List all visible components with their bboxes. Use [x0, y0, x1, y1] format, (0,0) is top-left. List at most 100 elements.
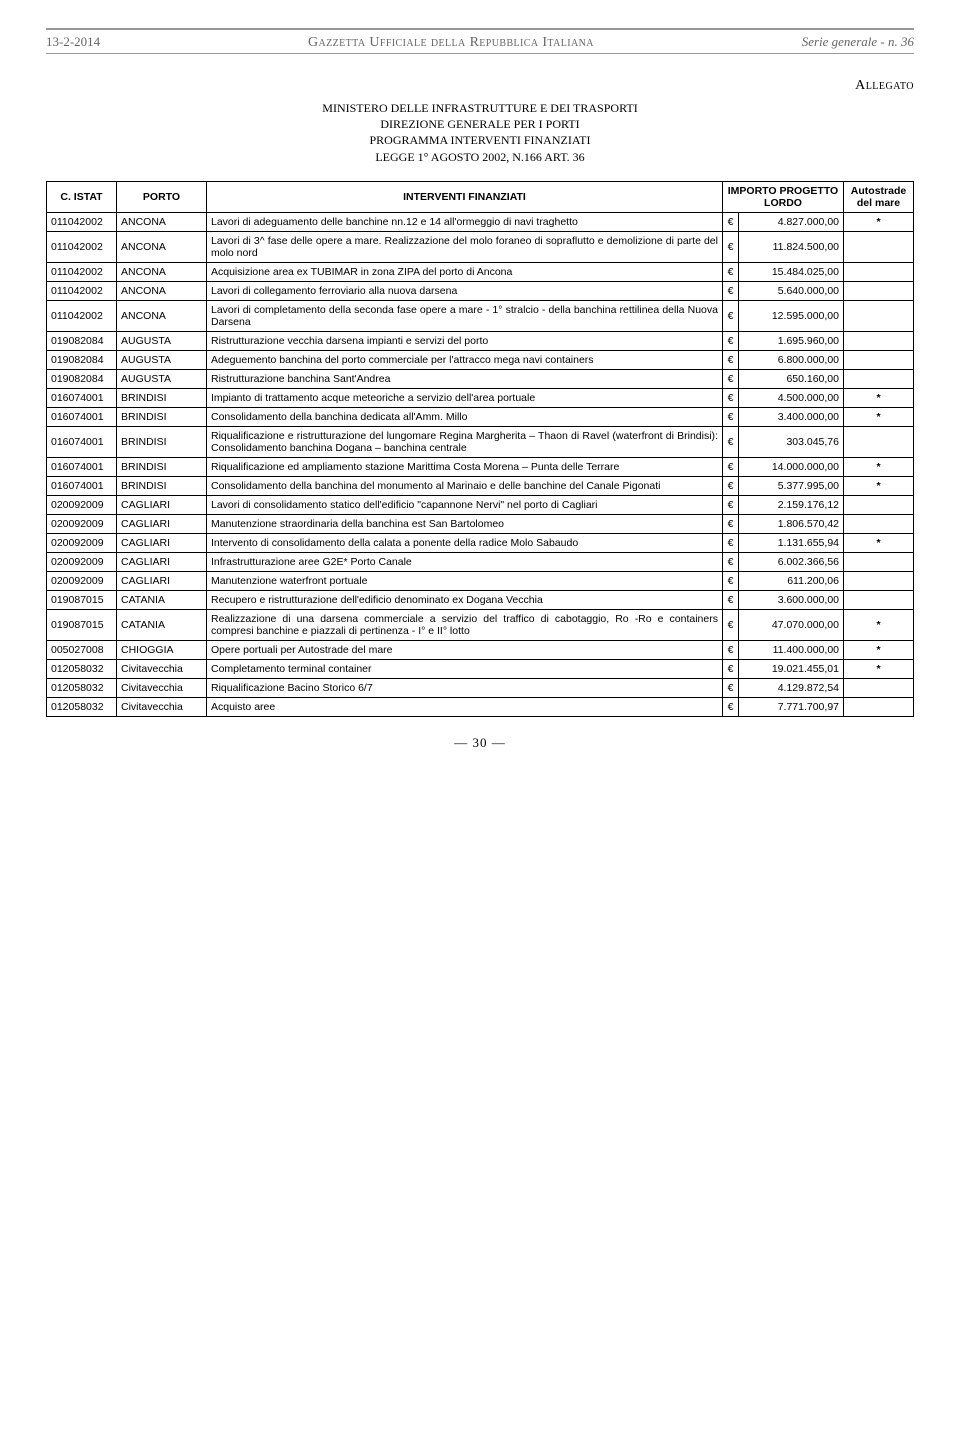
cell-porto: BRINDISI [117, 388, 207, 407]
cell-autostrade: * [844, 640, 914, 659]
cell-autostrade [844, 552, 914, 571]
cell-desc: Manutenzione straordinaria della banchin… [207, 514, 723, 533]
table-row: 020092009CAGLIARIManutenzione straordina… [47, 514, 914, 533]
cell-autostrade: * [844, 609, 914, 640]
cell-currency: € [722, 281, 738, 300]
cell-amount: 3.600.000,00 [738, 590, 843, 609]
cell-amount: 1.695.960,00 [738, 331, 843, 350]
interventi-table: C. ISTAT PORTO INTERVENTI FINANZIATI IMP… [46, 181, 914, 717]
cell-amount: 4.129.872,54 [738, 678, 843, 697]
allegato-label: Allegato [46, 78, 914, 94]
cell-desc: Recupero e ristrutturazione dell'edifici… [207, 590, 723, 609]
table-row: 016074001BRINDISIImpianto di trattamento… [47, 388, 914, 407]
cell-currency: € [722, 495, 738, 514]
cell-porto: CAGLIARI [117, 533, 207, 552]
table-row: 019082084AUGUSTAAdeguemento banchina del… [47, 350, 914, 369]
cell-istat: 011042002 [47, 262, 117, 281]
cell-desc: Lavori di adeguamento delle banchine nn.… [207, 212, 723, 231]
cell-porto: ANCONA [117, 231, 207, 262]
cell-amount: 5.377.995,00 [738, 476, 843, 495]
cell-currency: € [722, 476, 738, 495]
cell-istat: 016074001 [47, 407, 117, 426]
cell-porto: CATANIA [117, 590, 207, 609]
table-row: 011042002ANCONALavori di adeguamento del… [47, 212, 914, 231]
cell-istat: 016074001 [47, 476, 117, 495]
cell-currency: € [722, 609, 738, 640]
cell-autostrade [844, 514, 914, 533]
cell-porto: ANCONA [117, 262, 207, 281]
cell-desc: Acquisto aree [207, 697, 723, 716]
table-row: 020092009CAGLIARIInfrastrutturazione are… [47, 552, 914, 571]
cell-desc: Riqualificazione Bacino Storico 6/7 [207, 678, 723, 697]
table-header-row: C. ISTAT PORTO INTERVENTI FINANZIATI IMP… [47, 181, 914, 212]
cell-istat: 011042002 [47, 231, 117, 262]
table-row: 019082084AUGUSTARistrutturazione banchin… [47, 369, 914, 388]
title-line-2: DIREZIONE GENERALE PER I PORTI [46, 116, 914, 132]
cell-desc: Lavori di completamento della seconda fa… [207, 300, 723, 331]
cell-amount: 15.484.025,00 [738, 262, 843, 281]
cell-currency: € [722, 533, 738, 552]
cell-amount: 11.400.000,00 [738, 640, 843, 659]
cell-amount: 1.131.655,94 [738, 533, 843, 552]
table-row: 016074001BRINDISIConsolidamento della ba… [47, 476, 914, 495]
cell-amount: 1.806.570,42 [738, 514, 843, 533]
cell-istat: 016074001 [47, 457, 117, 476]
cell-porto: CAGLIARI [117, 552, 207, 571]
col-interventi: INTERVENTI FINANZIATI [207, 181, 723, 212]
page-header: 13-2-2014 Gazzetta Ufficiale della Repub… [46, 34, 914, 54]
cell-desc: Lavori di collegamento ferroviario alla … [207, 281, 723, 300]
cell-amount: 11.824.500,00 [738, 231, 843, 262]
cell-istat: 016074001 [47, 426, 117, 457]
cell-amount: 7.771.700,97 [738, 697, 843, 716]
cell-istat: 019082084 [47, 350, 117, 369]
table-row: 016074001BRINDISIRiqualificazione e rist… [47, 426, 914, 457]
table-row: 016074001BRINDISIRiqualificazione ed amp… [47, 457, 914, 476]
cell-autostrade [844, 369, 914, 388]
cell-istat: 012058032 [47, 678, 117, 697]
cell-istat: 011042002 [47, 300, 117, 331]
cell-desc: Adeguemento banchina del porto commercia… [207, 350, 723, 369]
cell-currency: € [722, 262, 738, 281]
cell-istat: 012058032 [47, 659, 117, 678]
cell-amount: 611.200,06 [738, 571, 843, 590]
cell-autostrade: * [844, 533, 914, 552]
table-row: 012058032CivitavecchiaRiqualificazione B… [47, 678, 914, 697]
table-row: 011042002ANCONALavori di 3^ fase delle o… [47, 231, 914, 262]
cell-currency: € [722, 426, 738, 457]
table-row: 019087015CATANIARecupero e ristrutturazi… [47, 590, 914, 609]
cell-currency: € [722, 678, 738, 697]
cell-istat: 019087015 [47, 609, 117, 640]
cell-porto: CAGLIARI [117, 495, 207, 514]
cell-currency: € [722, 300, 738, 331]
cell-porto: BRINDISI [117, 476, 207, 495]
cell-istat: 020092009 [47, 514, 117, 533]
cell-porto: CAGLIARI [117, 514, 207, 533]
cell-amount: 650.160,00 [738, 369, 843, 388]
cell-porto: CHIOGGIA [117, 640, 207, 659]
cell-currency: € [722, 212, 738, 231]
cell-autostrade [844, 426, 914, 457]
table-row: 020092009CAGLIARILavori di consolidament… [47, 495, 914, 514]
cell-istat: 011042002 [47, 212, 117, 231]
cell-porto: AUGUSTA [117, 369, 207, 388]
col-autostrade: Autostrade del mare [844, 181, 914, 212]
cell-desc: Ristrutturazione vecchia darsena impiant… [207, 331, 723, 350]
table-row: 011042002ANCONAAcquisizione area ex TUBI… [47, 262, 914, 281]
cell-autostrade [844, 300, 914, 331]
cell-currency: € [722, 231, 738, 262]
cell-currency: € [722, 659, 738, 678]
cell-currency: € [722, 457, 738, 476]
cell-istat: 020092009 [47, 533, 117, 552]
cell-desc: Ristrutturazione banchina Sant'Andrea [207, 369, 723, 388]
cell-istat: 020092009 [47, 571, 117, 590]
table-row: 011042002ANCONALavori di completamento d… [47, 300, 914, 331]
cell-porto: ANCONA [117, 212, 207, 231]
cell-currency: € [722, 388, 738, 407]
cell-desc: Consolidamento della banchina dedicata a… [207, 407, 723, 426]
cell-autostrade [844, 697, 914, 716]
cell-autostrade: * [844, 212, 914, 231]
table-row: 020092009CAGLIARIManutenzione waterfront… [47, 571, 914, 590]
cell-istat: 019082084 [47, 331, 117, 350]
table-row: 005027008CHIOGGIAOpere portuali per Auto… [47, 640, 914, 659]
cell-porto: Civitavecchia [117, 678, 207, 697]
